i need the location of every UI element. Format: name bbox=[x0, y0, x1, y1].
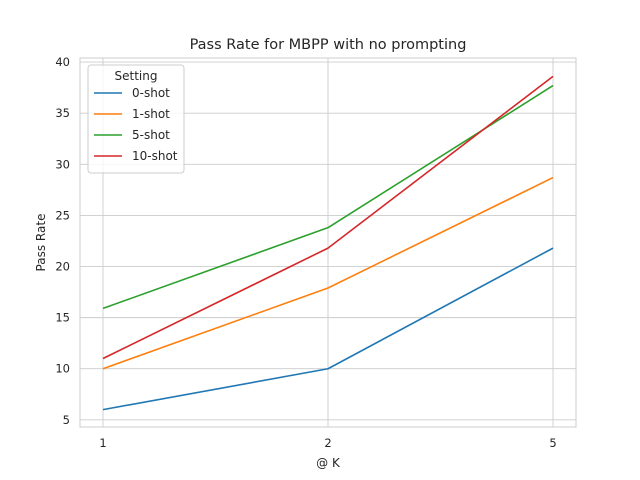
legend-label: 5-shot bbox=[132, 128, 170, 142]
x-tick-labels: 1 2 5 bbox=[99, 436, 556, 450]
series-line-1-shot bbox=[102, 176, 554, 370]
chart-title: Pass Rate for MBPP with no prompting bbox=[190, 37, 467, 53]
y-tick-label: 40 bbox=[55, 55, 70, 69]
legend-title: Setting bbox=[115, 69, 158, 83]
x-tick-label: 2 bbox=[324, 436, 331, 450]
x-axis-label: @ K bbox=[316, 456, 341, 470]
x-tick-label: 5 bbox=[549, 436, 556, 450]
x-tick-label: 1 bbox=[99, 436, 106, 450]
y-tick-label: 10 bbox=[55, 362, 70, 376]
y-tick-label: 15 bbox=[55, 311, 70, 325]
series-lines bbox=[102, 75, 554, 411]
legend: Setting 0-shot 1-shot 5-shot 10-shot bbox=[87, 64, 185, 174]
legend-label: 10-shot bbox=[132, 149, 178, 163]
plot-frame bbox=[79, 57, 577, 428]
legend-items: 0-shot 1-shot 5-shot 10-shot bbox=[94, 86, 178, 163]
y-tick-label: 5 bbox=[63, 413, 70, 427]
legend-box bbox=[87, 64, 185, 174]
y-tick-label: 25 bbox=[55, 208, 70, 222]
y-tick-label: 35 bbox=[55, 106, 70, 120]
legend-label: 0-shot bbox=[132, 86, 170, 100]
y-axis-label: Pass Rate bbox=[34, 214, 48, 272]
y-tick-labels: 5 10 15 20 25 30 35 40 bbox=[55, 55, 70, 427]
series-line-0-shot bbox=[102, 247, 554, 411]
series-line-10-shot bbox=[102, 75, 554, 360]
y-tick-label: 30 bbox=[55, 157, 70, 171]
y-tick-label: 20 bbox=[55, 260, 70, 274]
legend-label: 1-shot bbox=[132, 107, 170, 121]
